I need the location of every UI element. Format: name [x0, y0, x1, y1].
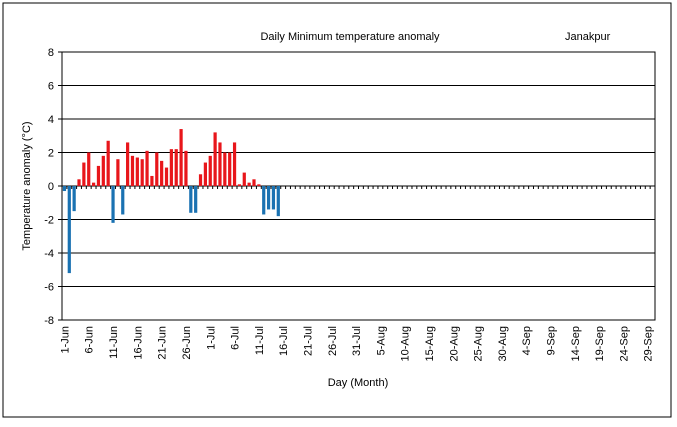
bar	[91, 182, 96, 186]
y-tick-label: -6	[44, 282, 54, 294]
y-tick-label: -4	[44, 248, 54, 260]
bar	[160, 160, 164, 186]
bar	[262, 186, 266, 215]
bar	[218, 142, 222, 186]
bar	[82, 162, 86, 186]
bar	[232, 142, 237, 186]
bar	[271, 186, 276, 210]
y-tick-label: -8	[44, 315, 54, 327]
x-tick-label: 6-Jul	[230, 326, 242, 350]
frame	[2, 2, 672, 418]
bar	[77, 179, 81, 186]
y-tick-label: 2	[48, 148, 54, 160]
bar	[111, 186, 115, 223]
bar	[208, 155, 212, 186]
y-tick-label: 0	[48, 181, 54, 193]
bar	[194, 186, 198, 213]
bar	[174, 149, 178, 186]
x-tick-label: 11-Jul	[254, 326, 266, 355]
bar	[140, 159, 144, 186]
bar	[101, 155, 105, 186]
bar	[257, 184, 261, 186]
bar	[106, 140, 110, 186]
x-tick-label: 11-Jun	[108, 326, 120, 359]
y-tick-label: 4	[48, 114, 54, 126]
bar	[164, 167, 169, 186]
x-tick-label: 15-Aug	[424, 326, 436, 361]
bar	[179, 129, 183, 186]
bar	[72, 186, 76, 212]
bar	[266, 186, 271, 210]
bar	[130, 155, 135, 186]
bar	[276, 186, 280, 217]
bar	[96, 165, 101, 186]
annotation: Janakpur	[565, 31, 611, 43]
bar	[150, 175, 154, 186]
bar	[155, 152, 159, 186]
bar	[169, 149, 173, 186]
bar	[213, 132, 217, 186]
x-tick-label: 26-Jul	[327, 326, 339, 356]
x-tick-label: 16-Jun	[132, 326, 144, 360]
x-tick-label: 20-Aug	[448, 326, 460, 361]
bar	[184, 150, 188, 186]
bar	[121, 186, 125, 215]
bar	[135, 157, 139, 186]
x-tick-label: 31-Jul	[351, 326, 363, 356]
x-tick-label: 16-Jul	[278, 326, 290, 356]
bar	[67, 186, 71, 274]
y-tick-label: -2	[44, 215, 54, 227]
x-tick-label: 26-Jun	[181, 326, 193, 360]
x-tick-label: 1-Jul	[205, 326, 217, 350]
x-tick-label: 14-Sep	[570, 326, 582, 361]
x-tick-label: 6-Jun	[84, 326, 96, 354]
bar	[247, 182, 251, 186]
x-tick-label: 19-Sep	[594, 326, 606, 361]
bar	[237, 184, 242, 186]
bar	[252, 179, 256, 186]
x-tick-label: 21-Jun	[157, 326, 169, 360]
bar	[62, 186, 67, 192]
bar	[198, 174, 203, 186]
x-tick-label: 21-Jul	[302, 326, 314, 356]
x-tick-label: 25-Aug	[473, 326, 485, 361]
bar	[203, 162, 207, 186]
x-tick-label: 24-Sep	[618, 326, 630, 361]
x-tick-label: 9-Sep	[545, 326, 557, 355]
x-axis-label: Day (Month)	[328, 377, 389, 389]
bar	[223, 152, 227, 186]
bar	[228, 152, 232, 186]
y-tick-label: 6	[48, 81, 54, 93]
x-tick-label: 5-Aug	[375, 326, 387, 355]
bar	[145, 150, 149, 186]
x-tick-label: 10-Aug	[400, 326, 412, 361]
x-tick-label: 29-Sep	[643, 326, 655, 361]
y-axis-label: Temperature anomaly (°C)	[21, 121, 33, 250]
bar	[189, 186, 193, 213]
bar	[116, 159, 120, 186]
bar	[242, 172, 246, 186]
y-tick-label: 8	[48, 47, 54, 59]
x-tick-label: 4-Sep	[521, 326, 533, 355]
x-tick-label: 1-Jun	[59, 326, 71, 354]
chart-title: Daily Minimum temperature anomaly	[260, 31, 440, 43]
x-tick-label: 30-Aug	[497, 326, 509, 361]
bar	[87, 152, 91, 186]
bar	[126, 142, 130, 186]
